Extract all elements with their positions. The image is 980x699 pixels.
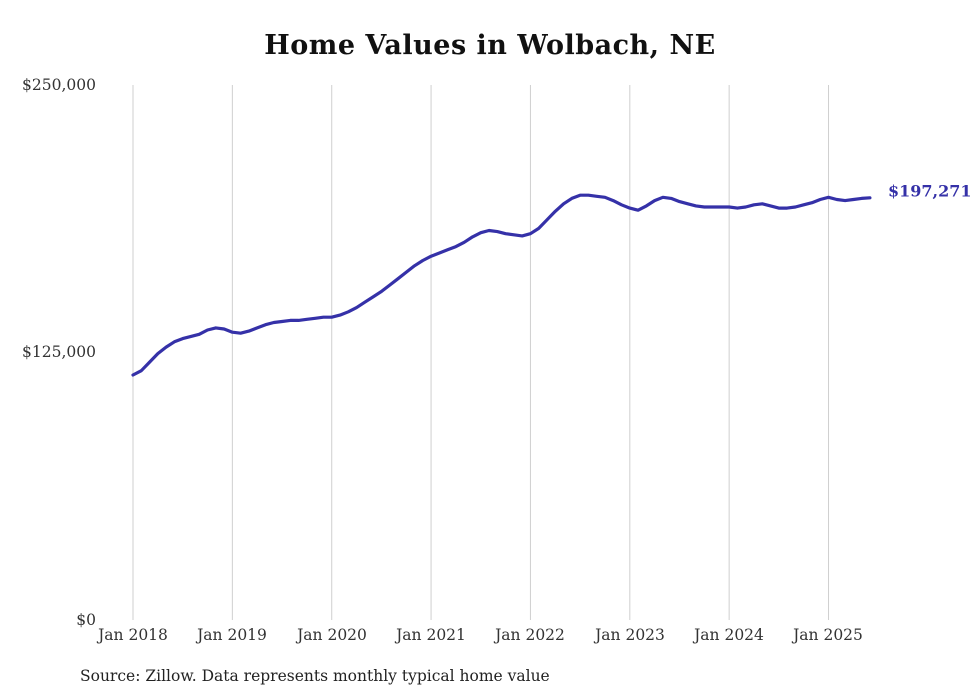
x-tick-2023: Jan 2023 [595, 626, 665, 644]
x-tick-2021: Jan 2021 [396, 626, 466, 644]
x-tick-2019: Jan 2019 [197, 626, 267, 644]
y-tick-250k: $250,000 [22, 76, 96, 94]
x-tick-2020: Jan 2020 [297, 626, 367, 644]
x-tick-2022: Jan 2022 [495, 626, 565, 644]
value-line [131, 193, 872, 377]
latest-value-label: $197,271 [888, 181, 972, 201]
x-tick-2025: Jan 2025 [793, 626, 863, 644]
x-tick-2018: Jan 2018 [98, 626, 168, 644]
source-note: Source: Zillow. Data represents monthly … [80, 667, 550, 685]
y-tick-0: $0 [76, 611, 96, 629]
x-tick-2024: Jan 2024 [694, 626, 764, 644]
y-tick-125k: $125,000 [22, 343, 96, 361]
chart-title: Home Values in Wolbach, NE [264, 30, 716, 61]
gridlines [132, 85, 830, 620]
